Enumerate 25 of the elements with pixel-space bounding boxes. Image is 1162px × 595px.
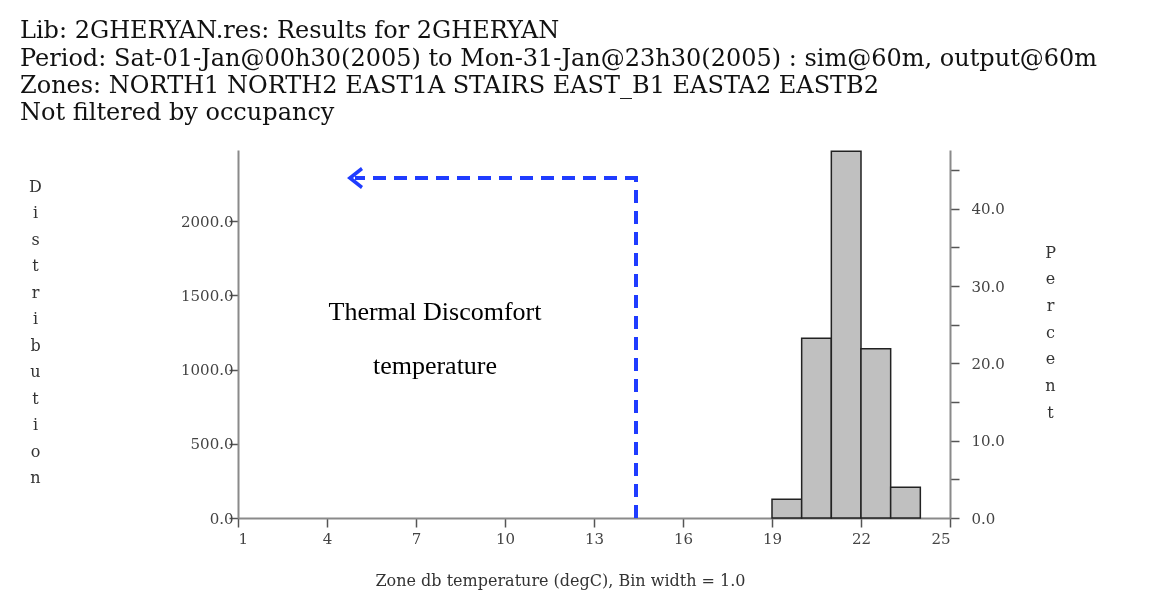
x-tick-label: 13 <box>584 529 605 548</box>
y-tick-label: 0.0 <box>209 509 234 528</box>
x-tick-label: 19 <box>762 529 783 548</box>
y-tick-label: 500.0 <box>190 435 234 454</box>
y2-tick-label: 40.0 <box>971 200 1005 219</box>
y2-tick-label: 20.0 <box>971 354 1005 373</box>
x-tick-label: 4 <box>322 529 333 548</box>
y-tick-label: 1500.0 <box>181 286 234 305</box>
y2-tick-label: 10.0 <box>971 432 1005 451</box>
chart-title: Lib: 2GHERYAN.res: Results for 2GHERYAN <box>20 16 560 45</box>
y-tick-label: 1000.0 <box>181 361 234 380</box>
x-tick-label: 10 <box>495 529 516 548</box>
x-tick-label: 7 <box>411 529 422 548</box>
chart-subtitle: Period: Sat-01-Jan@00h30(2005) to Mon-31-Jan@23h30(2005) : sim@60m, output@60m Zones: NORTH1 NORTH2 EAST1A STAIRS EAST_B1 EASTA2 EASTB2 Not filtered by occupancy <box>20 44 1098 127</box>
text: Distribution <box>29 176 42 487</box>
x-tick-label: 25 <box>931 529 951 548</box>
x-tick-label: 22 <box>851 529 872 548</box>
y2-tick-label: 30.0 <box>971 277 1005 296</box>
x-axis-title: Zone db temperature (degC), Bin width = 1.0 <box>375 570 746 590</box>
y-tick-label: 2000.0 <box>181 212 234 231</box>
y2-axis-title: Percent <box>1045 242 1057 422</box>
x-tick-label: 16 <box>673 529 694 548</box>
x-tick-label: 1 <box>238 529 249 548</box>
annotation: Thermal Discomfort temperature <box>328 297 543 380</box>
y2-tick-label: 0.0 <box>971 509 996 528</box>
